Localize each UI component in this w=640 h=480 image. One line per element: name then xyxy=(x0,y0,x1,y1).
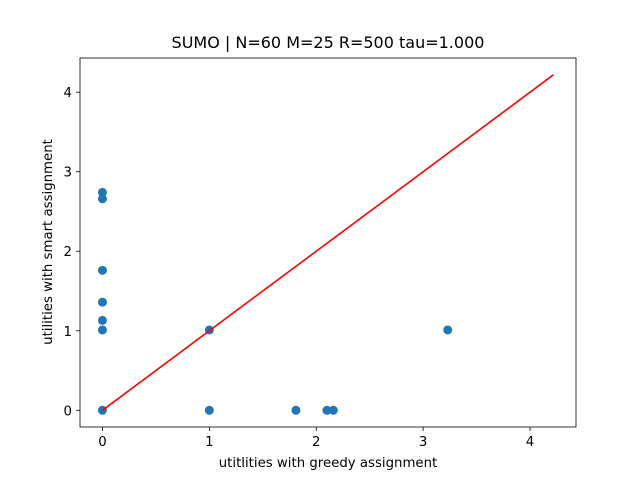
y-tick-label: 3 xyxy=(64,166,72,181)
y-tick-label: 2 xyxy=(64,245,72,260)
axes-frame xyxy=(79,57,577,428)
scatter-point xyxy=(328,405,338,415)
scatter-point xyxy=(97,315,107,325)
y-tick-label: 0 xyxy=(64,404,72,419)
x-tick-label: 0 xyxy=(98,435,106,450)
scatter-point xyxy=(97,194,107,204)
scatter-point xyxy=(97,325,107,335)
x-tick-label: 4 xyxy=(526,435,534,450)
x-tick-label: 2 xyxy=(312,435,320,450)
scatter-point xyxy=(97,297,107,307)
x-tick-label: 3 xyxy=(419,435,427,450)
y-axis-label: utilities with smart assignment xyxy=(41,139,56,345)
x-axis-label: utitlities with greedy assignment xyxy=(219,456,437,471)
scatter-point xyxy=(443,325,453,335)
scatter-point xyxy=(97,265,107,275)
scatter-point xyxy=(291,405,301,415)
chart-title: SUMO | N=60 M=25 R=500 tau=1.000 xyxy=(172,33,485,52)
axis-ticks: 0 1 2 3 4 0 1 2 3 4 xyxy=(64,86,535,450)
y-tick-label: 4 xyxy=(64,86,72,101)
reference-line xyxy=(101,74,555,411)
scatter-point xyxy=(322,405,332,415)
scatter-point xyxy=(97,187,107,197)
data-marks xyxy=(97,74,555,415)
x-tick-label: 1 xyxy=(205,435,213,450)
scatter-point xyxy=(204,405,214,415)
y-tick-label: 1 xyxy=(64,325,72,340)
